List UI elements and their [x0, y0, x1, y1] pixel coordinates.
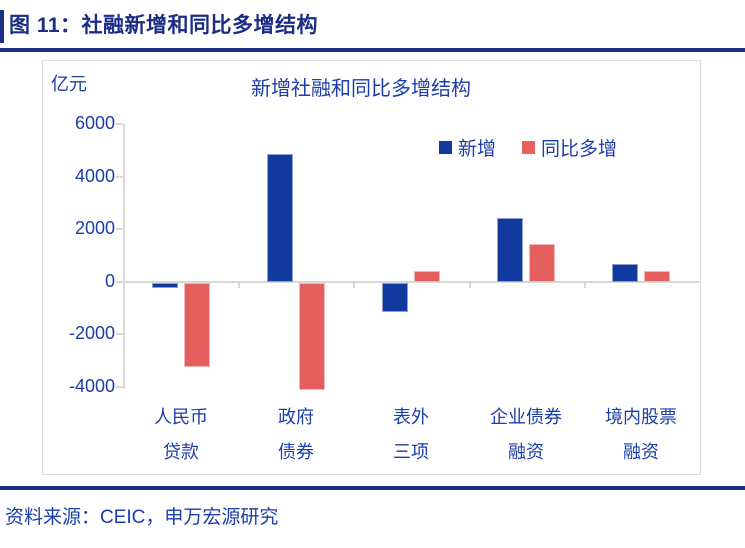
x-category-label: 政府: [278, 407, 314, 427]
x-category-label: 融资: [508, 442, 544, 462]
x-axis-tick: [238, 283, 240, 288]
x-category-label: 企业债券: [490, 407, 562, 427]
bar-新增-企业债券融资: [497, 218, 523, 282]
y-axis-tick: [116, 280, 123, 283]
x-axis-tick: [353, 283, 355, 288]
y-axis-tick-label: -4000: [68, 376, 115, 396]
bar-新增-表外三项: [382, 283, 408, 312]
y-axis-tick-label: -2000: [68, 323, 115, 344]
bar-同比多增-表外三项: [414, 271, 440, 282]
y-axis-tick: [116, 333, 123, 336]
x-category-label: 表外: [393, 407, 429, 427]
legend-item-yoy: 同比多增: [522, 134, 617, 161]
legend-swatch-yoy: [522, 141, 536, 154]
x-category-label: 三项: [393, 442, 429, 462]
x-axis-tick: [469, 283, 471, 288]
title-accent-bar: [0, 10, 4, 43]
y-axis-tick: [116, 386, 123, 388]
y-axis-tick: [116, 228, 123, 231]
x-category-label: 融资: [623, 442, 659, 462]
legend-label-new: 新增: [458, 139, 497, 160]
y-axis-line: [123, 124, 125, 389]
y-axis-tick-label: 4000: [74, 165, 115, 186]
y-axis-tick-label: 6000: [74, 113, 115, 133]
y-axis-tick-label: 2000: [74, 218, 115, 239]
x-category-label: 债券: [278, 442, 314, 462]
bar-新增-境内股票融资: [612, 264, 638, 282]
legend-item-new: 新增: [439, 134, 496, 161]
bottom-divider: [0, 486, 745, 490]
bar-同比多增-政府债券: [299, 283, 325, 390]
bar-同比多增-境内股票融资: [644, 271, 670, 282]
x-category-label: 境内股票: [605, 407, 677, 427]
y-axis-tick-label: 0: [104, 270, 115, 291]
bar-新增-政府债券: [267, 154, 293, 282]
top-divider: [0, 48, 745, 52]
chart-container: 亿元 新增社融和同比多增结构 新增 同比多增 6000 4000 2000 0 -200…: [42, 60, 701, 475]
source-note: 资料来源：CEIC，申万宏源研究: [5, 507, 279, 528]
bar-新增-人民币贷款: [152, 283, 178, 288]
bar-同比多增-人民币贷款: [184, 283, 210, 367]
figure-title: 图 11：社融新增和同比多增结构: [9, 14, 319, 37]
y-axis-unit-label: 亿元: [51, 74, 87, 94]
y-axis-tick: [116, 175, 123, 178]
legend-label-yoy: 同比多增: [541, 139, 618, 160]
x-axis-line: [123, 281, 699, 283]
y-axis-tick: [116, 123, 123, 125]
legend: 新增 同比多增: [439, 134, 617, 161]
chart-title: 新增社融和同比多增结构: [251, 78, 471, 100]
x-category-label: 人民币: [154, 407, 208, 427]
x-category-label: 贷款: [163, 442, 199, 462]
legend-swatch-new: [439, 141, 452, 154]
x-axis-tick: [584, 283, 586, 288]
bar-同比多增-企业债券融资: [529, 244, 555, 282]
